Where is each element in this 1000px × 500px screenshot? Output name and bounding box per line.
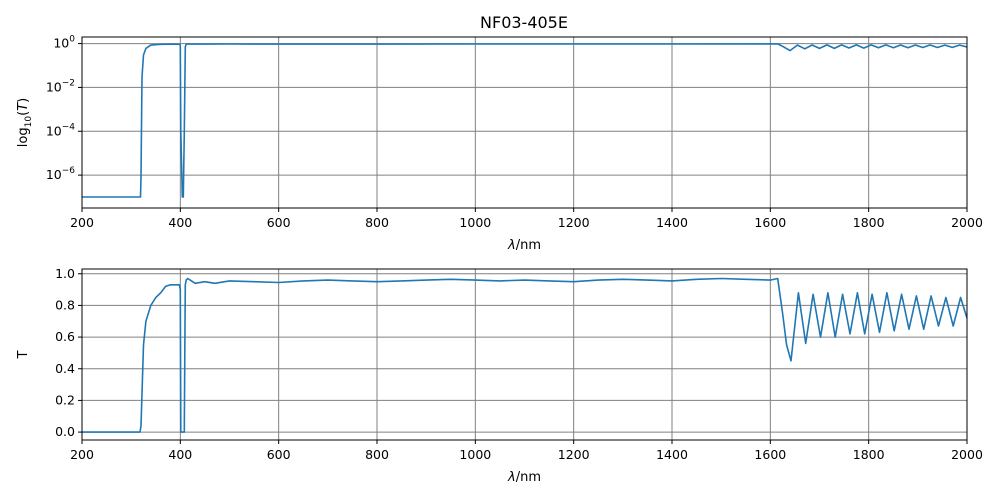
y-tick-label: 0.6 [55,329,75,344]
chart-title: NF03-405E [480,13,568,32]
x-tick-label: 1000 [459,215,491,230]
y-tick-label: 10−4 [46,122,75,138]
transmission-series-line [82,43,967,198]
y-tick-label: 10−2 [46,78,75,94]
x-tick-label: 800 [365,215,389,230]
log-transmission-panel: 200 400 600 800 1000 1200 1400 1600 1800 2000 10−6… [16,35,983,253]
x-tick-label: 400 [168,447,192,462]
y-axis-label: T [16,350,31,359]
y-tick-label: 0.0 [55,424,75,439]
y-tick-label: 0.8 [55,297,75,312]
x-tick-label: 1800 [853,447,885,462]
x-tick-label: 1600 [754,215,786,230]
x-tick-label: 2000 [951,447,983,462]
x-tick-label: 200 [70,447,94,462]
x-tick-label: 1200 [558,447,590,462]
axes-frame [81,268,968,441]
x-tick-label: 1800 [853,215,885,230]
x-tick-label: 1600 [754,447,786,462]
axes-frame [81,36,968,209]
transmission-series-line [82,277,967,433]
x-tick-label: 1200 [558,215,590,230]
y-axis-label: log10(T) [16,98,34,147]
x-tick-label: 400 [168,215,192,230]
y-tick-label: 100 [53,35,75,51]
x-axis-label: λ/nm [507,470,541,485]
x-tick-label: 600 [267,447,291,462]
x-tick-label: 1000 [459,447,491,462]
linear-transmission-panel: 200 400 600 800 1000 1200 1400 1600 1800 2000 0.0 0… [16,266,983,485]
x-tick-label: 800 [365,447,389,462]
y-tick-label: 1.0 [55,266,75,281]
y-tick-label: 0.4 [55,361,75,376]
x-tick-label: 1400 [656,447,688,462]
x-tick-label: 2000 [951,215,983,230]
x-tick-label: 600 [267,215,291,230]
y-tick-label: 0.2 [55,392,75,407]
x-axis-label: λ/nm [507,238,541,253]
y-tick-label: 10−6 [46,166,75,182]
x-tick-label: 1400 [656,215,688,230]
x-tick-label: 200 [70,215,94,230]
